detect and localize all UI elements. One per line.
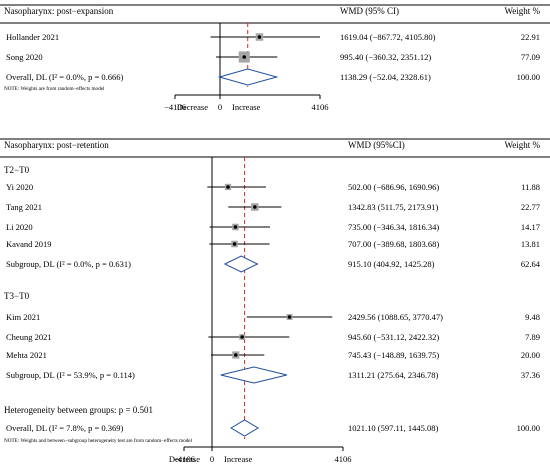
effect-ci-value: 1138.29 (−52.04, 2328.61) — [340, 72, 431, 82]
overall-diamond — [230, 419, 260, 437]
weight-value: 37.36 — [521, 370, 540, 380]
panel-title: Nasopharynx: post−retention — [4, 140, 109, 150]
column-header-effect: WMD (95%CI) — [348, 140, 405, 150]
decrease-label: Decrease — [169, 454, 200, 464]
effect-ci-value: 1021.10 (597.11, 1445.08) — [348, 423, 439, 433]
effect-ci-value: 915.10 (404.92, 1425.28) — [348, 259, 435, 269]
effect-ci-value: 1619.04 (−867.72, 4105.80) — [340, 32, 436, 42]
effect-ci-value: 502.00 (−686.96, 1690.96) — [348, 182, 439, 192]
increase-label: Increase — [224, 454, 253, 464]
x-tick-label: 0 — [218, 102, 222, 112]
point-estimate — [242, 55, 247, 59]
subgroup-header: T2−T0 — [4, 165, 30, 175]
x-tick-label: 4106 — [312, 102, 329, 112]
subgroup-header: T3−T0 — [4, 291, 30, 301]
panel-title: Nasopharynx: post−expansion — [4, 6, 114, 16]
study-label: Tang 2021 — [6, 202, 42, 212]
model-note: NOTE: Weights and between−subgroup heter… — [4, 437, 193, 444]
point-estimate — [233, 225, 238, 229]
weight-value: 62.64 — [521, 259, 541, 269]
decrease-label: Decrease — [177, 102, 208, 112]
study-label: Mehta 2021 — [6, 350, 47, 360]
study-label: Kim 2021 — [6, 312, 40, 322]
point-estimate — [233, 353, 238, 357]
study-label: Cheung 2021 — [6, 332, 52, 342]
heterogeneity-text: Heterogeneity between groups: p = 0.501 — [4, 405, 153, 415]
increase-label: Increase — [232, 102, 261, 112]
effect-ci-value: 735.00 (−346.34, 1816.34) — [348, 222, 439, 232]
weight-value: 7.89 — [525, 332, 540, 342]
study-label: Li 2020 — [6, 222, 33, 232]
point-estimate — [240, 335, 244, 339]
overall-label: Overall, DL (I² = 7.8%, p = 0.369) — [6, 423, 124, 433]
subgroup-label: Subgroup, DL (I² = 53.9%, p = 0.114) — [6, 370, 135, 380]
overall-label: Overall, DL (I² = 0.0%, p = 0.666) — [6, 72, 124, 82]
study-label: Song 2020 — [6, 52, 43, 62]
model-note: NOTE: Weights are from random−effects mo… — [4, 85, 105, 92]
column-header-effect: WMD (95% CI) — [340, 6, 399, 16]
weight-value: 100.00 — [517, 72, 540, 82]
point-estimate — [253, 205, 257, 209]
effect-ci-value: 1311.21 (275.64, 2346.78) — [348, 370, 439, 380]
weight-value: 100.00 — [517, 423, 540, 433]
x-tick-label: −4106 — [164, 102, 186, 112]
point-estimate — [226, 185, 230, 189]
effect-ci-value: 745.43 (−148.89, 1639.75) — [348, 350, 439, 360]
point-estimate — [257, 35, 262, 39]
overall-diamond — [217, 68, 279, 86]
weight-value: 11.88 — [521, 182, 540, 192]
effect-ci-value: 1342.83 (511.75, 2173.91) — [348, 202, 439, 212]
weight-value: 77.09 — [521, 52, 540, 62]
effect-ci-value: 995.40 (−360.32, 2351.12) — [340, 52, 431, 62]
effect-ci-value: 945.60 (−531.12, 2422.32) — [348, 332, 439, 342]
subgroup-label: Subgroup, DL (I² = 0.0%, p = 0.631) — [6, 259, 131, 269]
weight-value: 14.17 — [521, 222, 540, 232]
weight-value: 13.81 — [521, 239, 540, 249]
subgroup-diamond — [220, 366, 287, 384]
x-tick-label: 0 — [210, 454, 214, 464]
study-label: Yi 2020 — [6, 182, 33, 192]
x-tick-label: −4106 — [173, 454, 195, 464]
x-tick-label: 4106 — [335, 454, 352, 464]
weight-value: 22.77 — [521, 202, 540, 212]
point-estimate — [232, 242, 237, 246]
weight-value: 20.00 — [521, 350, 540, 360]
column-header-weight: Weight % — [504, 140, 540, 150]
study-label: Kavand 2019 — [6, 239, 52, 249]
effect-ci-value: 707.00 (−389.68, 1803.68) — [348, 239, 439, 249]
column-header-weight: Weight % — [504, 6, 540, 16]
weight-value: 9.48 — [525, 312, 540, 322]
weight-value: 22.91 — [521, 32, 540, 42]
effect-ci-value: 2429.56 (1088.65, 3770.47) — [348, 312, 443, 322]
point-estimate — [287, 315, 292, 319]
subgroup-diamond — [223, 255, 259, 273]
study-label: Hollander 2021 — [6, 32, 59, 42]
